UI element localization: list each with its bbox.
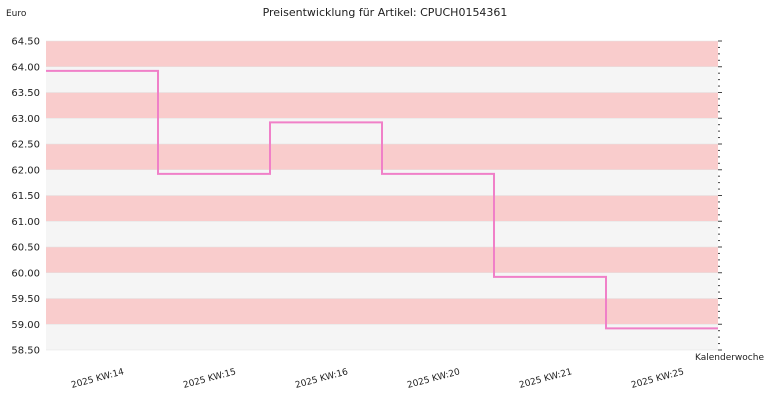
x-tick-label: 2025 KW:14	[70, 367, 125, 391]
y-tick-label: 58.50	[11, 346, 40, 357]
y-tick-label: 61.00	[11, 217, 40, 228]
y-tick-label: 64.50	[11, 37, 40, 48]
x-tick-label: 2025 KW:21	[518, 367, 573, 391]
y-tick-label: 62.50	[11, 140, 40, 151]
grid-band	[46, 221, 718, 247]
plot-bands	[46, 40, 718, 351]
y-tick-label: 63.00	[11, 114, 40, 125]
x-tick-label: 2025 KW:25	[630, 367, 685, 391]
grid-band	[46, 247, 718, 273]
price-series-line	[46, 69, 718, 330]
grid-band	[46, 41, 718, 67]
x-axis-label: Kalenderwoche	[695, 353, 764, 363]
series-layer	[46, 69, 718, 330]
x-tick-label: 2025 KW:15	[182, 367, 237, 391]
x-tick-labels: 2025 KW:14 2025 KW:15 2025 KW:16 2025 KW:20…	[70, 367, 685, 391]
x-tick-label: 2025 KW:16	[294, 367, 349, 391]
y-tick-label: 59.50	[11, 294, 40, 305]
grid-band	[46, 195, 718, 222]
grid-band	[46, 298, 718, 325]
grid-band	[46, 272, 718, 299]
y-tick-label: 60.00	[11, 268, 40, 279]
y-tick-label: 64.00	[11, 62, 40, 73]
grid-band	[46, 92, 718, 119]
chart-title: Preisentwicklung für Artikel: CPUCH01543…	[263, 6, 508, 19]
y-tick-label: 61.50	[11, 191, 40, 202]
y-tick-label: 59.00	[11, 320, 40, 331]
y-axis-label: Euro	[6, 9, 27, 19]
y-tick-label: 60.50	[11, 243, 40, 254]
x-tick-label: 2025 KW:20	[406, 367, 461, 391]
y-tick-label: 62.00	[11, 165, 40, 176]
y-tick-labels: 58.50 59.00 59.50 60.00 60.50 61.00 61.50 62.00…	[11, 37, 40, 357]
y-tick-label: 63.50	[11, 88, 40, 99]
right-axis-ticks	[718, 40, 722, 351]
